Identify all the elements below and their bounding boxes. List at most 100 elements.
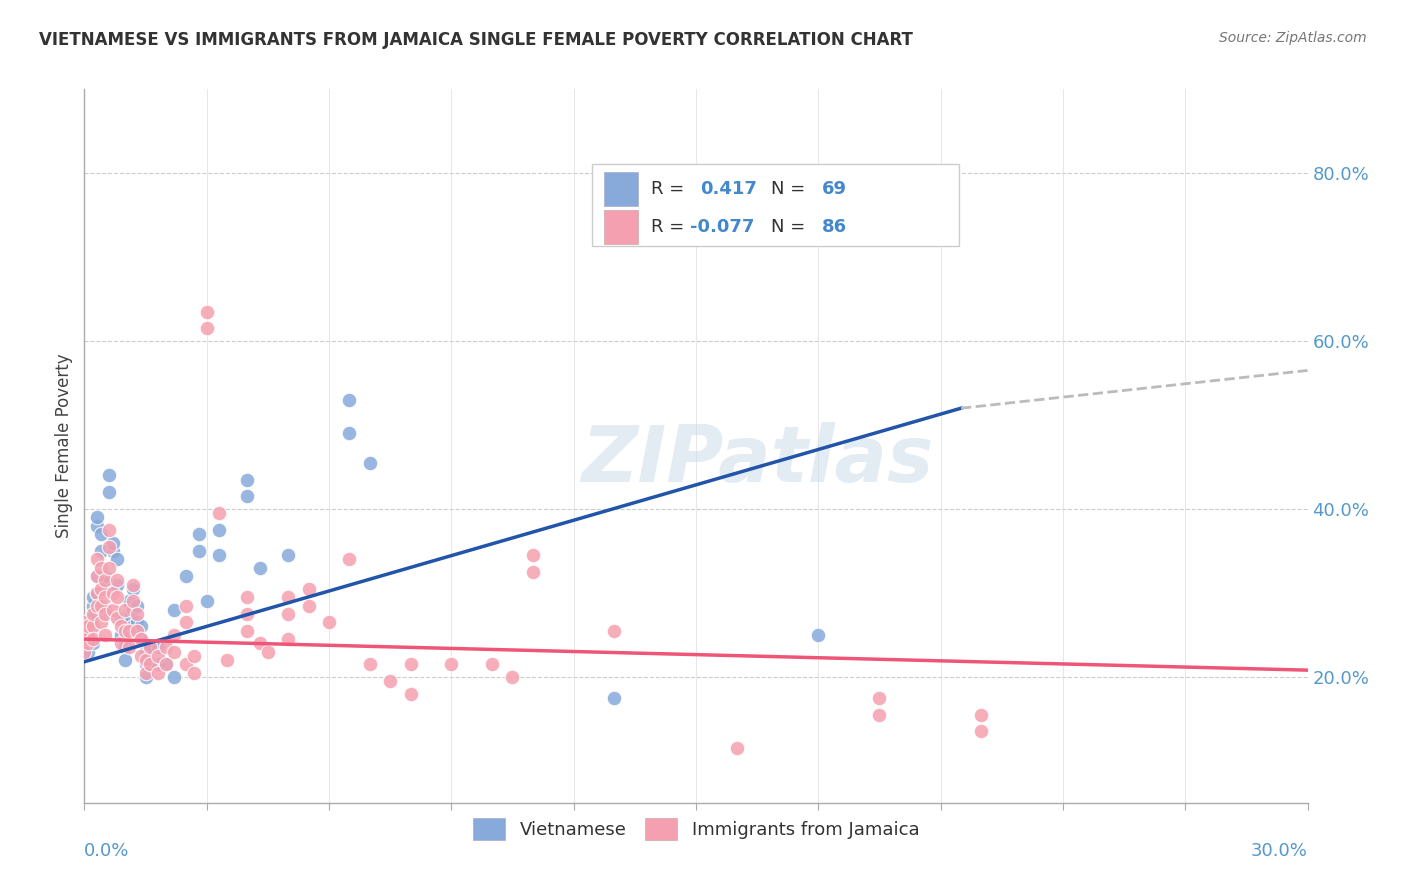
Point bbox=[135, 657, 157, 672]
Point bbox=[93, 574, 115, 588]
FancyBboxPatch shape bbox=[592, 164, 959, 246]
Point bbox=[114, 624, 136, 638]
Point bbox=[725, 741, 748, 756]
Point bbox=[135, 645, 157, 659]
Point bbox=[155, 657, 177, 672]
Point bbox=[277, 607, 299, 621]
Text: N =: N = bbox=[770, 180, 811, 198]
Point bbox=[118, 611, 141, 625]
Point bbox=[277, 590, 299, 604]
Point bbox=[174, 615, 197, 630]
Point bbox=[807, 628, 830, 642]
Point bbox=[138, 640, 160, 655]
FancyBboxPatch shape bbox=[605, 172, 638, 206]
Point bbox=[359, 657, 381, 672]
Point bbox=[101, 586, 124, 600]
Point bbox=[174, 599, 197, 613]
Point bbox=[318, 615, 340, 630]
Point bbox=[127, 615, 149, 630]
Text: VIETNAMESE VS IMMIGRANTS FROM JAMAICA SINGLE FEMALE POVERTY CORRELATION CHART: VIETNAMESE VS IMMIGRANTS FROM JAMAICA SI… bbox=[39, 31, 914, 49]
Point bbox=[105, 611, 128, 625]
Point bbox=[146, 657, 169, 672]
Point bbox=[127, 607, 149, 621]
Point bbox=[97, 485, 120, 500]
Point bbox=[82, 607, 104, 621]
Point bbox=[110, 628, 132, 642]
Point bbox=[86, 599, 108, 613]
Point bbox=[77, 628, 100, 642]
Point bbox=[93, 603, 115, 617]
Point bbox=[155, 640, 177, 655]
Point bbox=[77, 628, 100, 642]
Point bbox=[138, 657, 160, 672]
Text: -0.077: -0.077 bbox=[690, 218, 754, 235]
Point bbox=[135, 670, 157, 684]
Point bbox=[155, 657, 177, 672]
Point bbox=[163, 670, 186, 684]
Point bbox=[114, 653, 136, 667]
Point bbox=[90, 560, 112, 574]
Point bbox=[86, 569, 108, 583]
Text: 30.0%: 30.0% bbox=[1251, 842, 1308, 860]
Point bbox=[105, 590, 128, 604]
Point bbox=[298, 582, 321, 596]
Point bbox=[114, 640, 136, 655]
Point bbox=[86, 586, 108, 600]
Point bbox=[481, 657, 503, 672]
Point bbox=[970, 724, 993, 739]
Point bbox=[277, 632, 299, 646]
Point bbox=[105, 577, 128, 591]
Point bbox=[86, 510, 108, 524]
Text: N =: N = bbox=[770, 218, 811, 235]
Point bbox=[163, 645, 186, 659]
Point bbox=[77, 645, 100, 659]
Point bbox=[73, 636, 96, 650]
Point bbox=[183, 648, 205, 663]
Point bbox=[146, 665, 169, 680]
Legend: Vietnamese, Immigrants from Jamaica: Vietnamese, Immigrants from Jamaica bbox=[465, 811, 927, 847]
Point bbox=[522, 565, 544, 579]
Point bbox=[73, 619, 96, 633]
Point bbox=[236, 624, 259, 638]
Point bbox=[135, 665, 157, 680]
Point bbox=[399, 657, 422, 672]
Point bbox=[869, 707, 891, 722]
Point bbox=[187, 544, 209, 558]
Point bbox=[135, 653, 157, 667]
Point bbox=[869, 690, 891, 705]
Point bbox=[163, 603, 186, 617]
Point bbox=[208, 506, 231, 520]
Point bbox=[90, 599, 112, 613]
Y-axis label: Single Female Poverty: Single Female Poverty bbox=[55, 354, 73, 538]
Point bbox=[138, 657, 160, 672]
Point bbox=[73, 624, 96, 638]
Point bbox=[174, 657, 197, 672]
Point bbox=[101, 544, 124, 558]
Point bbox=[380, 674, 402, 689]
Point bbox=[440, 657, 463, 672]
Point bbox=[73, 628, 96, 642]
Point bbox=[114, 603, 136, 617]
Point bbox=[339, 392, 361, 407]
Point bbox=[101, 535, 124, 549]
Point bbox=[110, 611, 132, 625]
Text: 69: 69 bbox=[823, 180, 846, 198]
Point bbox=[131, 648, 153, 663]
Point bbox=[97, 540, 120, 554]
Point bbox=[257, 645, 280, 659]
FancyBboxPatch shape bbox=[605, 210, 638, 244]
Point bbox=[82, 619, 104, 633]
Point bbox=[249, 560, 271, 574]
Point bbox=[118, 624, 141, 638]
Point bbox=[73, 645, 96, 659]
Point bbox=[502, 670, 524, 684]
Point bbox=[138, 640, 160, 655]
Point bbox=[131, 619, 153, 633]
Text: R =: R = bbox=[651, 180, 690, 198]
Point bbox=[97, 560, 120, 574]
Point bbox=[122, 577, 145, 591]
Point bbox=[73, 615, 96, 630]
Point bbox=[174, 569, 197, 583]
Text: Source: ZipAtlas.com: Source: ZipAtlas.com bbox=[1219, 31, 1367, 45]
Text: 0.0%: 0.0% bbox=[84, 842, 129, 860]
